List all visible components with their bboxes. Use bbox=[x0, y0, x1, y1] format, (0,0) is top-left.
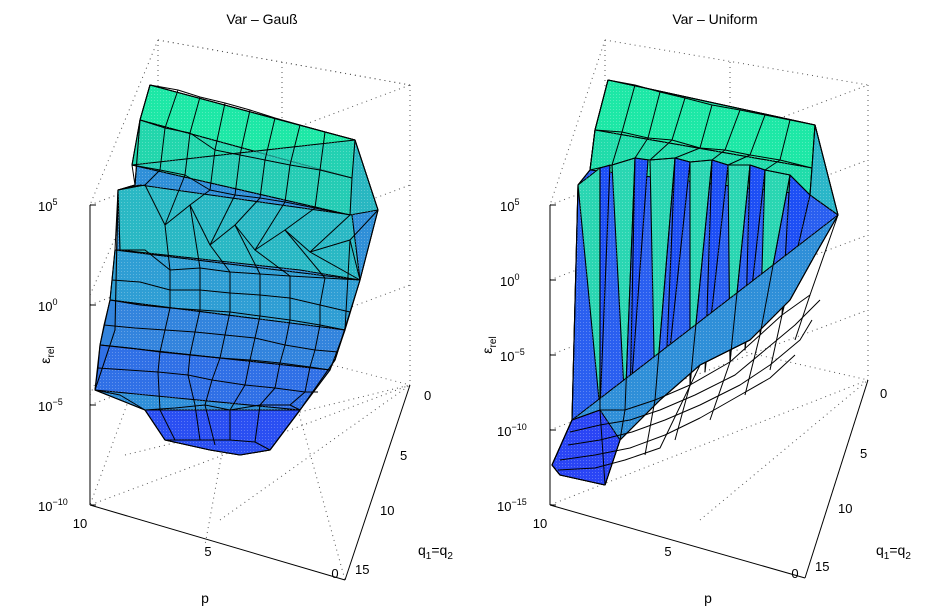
svg-text:10−10: 10−10 bbox=[38, 497, 68, 514]
svg-text:10−10: 10−10 bbox=[497, 422, 527, 439]
z-tick: 10−5 bbox=[500, 347, 556, 364]
z-tick: 100 bbox=[500, 272, 556, 289]
z-tick: 105 bbox=[38, 197, 96, 214]
p-axis-label: p bbox=[201, 590, 209, 606]
p-tick: 10 bbox=[73, 516, 87, 531]
q-tick: 15 bbox=[815, 559, 829, 574]
q-tick: 10 bbox=[380, 503, 394, 518]
q-axis-label: q1=q2 bbox=[876, 542, 911, 562]
q-tick: 0 bbox=[424, 388, 431, 403]
z-axis-ticks: 105 100 10−5 10−10 10−15 bbox=[497, 197, 556, 514]
q-tick: 10 bbox=[838, 501, 852, 516]
q-tick: 0 bbox=[880, 386, 887, 401]
q-axis-ticks: 0 5 10 15 bbox=[815, 386, 887, 574]
q-tick: 5 bbox=[400, 448, 407, 463]
p-axis-ticks: 10 5 0 bbox=[73, 516, 339, 581]
panel-var-gauss: Var – Gauß bbox=[37, 11, 453, 606]
p-tick: 10 bbox=[533, 516, 547, 531]
svg-text:100: 100 bbox=[38, 297, 57, 314]
z-tick: 10−10 bbox=[38, 497, 96, 514]
z-tick: 10−15 bbox=[497, 497, 556, 514]
p-axis-ticks: 10 5 0 bbox=[533, 516, 799, 581]
p-tick: 0 bbox=[331, 566, 338, 581]
z-axis-label: εrel bbox=[479, 336, 499, 353]
q-axis-ticks: 0 5 10 15 bbox=[355, 388, 431, 577]
p-tick: 5 bbox=[664, 544, 671, 559]
p-tick: 0 bbox=[791, 566, 798, 581]
chart-title: Var – Uniform bbox=[672, 11, 757, 27]
panel-var-uniform: Var – Uniform bbox=[479, 11, 911, 606]
p-axis-label: p bbox=[704, 590, 712, 606]
z-axis-label: εrel bbox=[37, 346, 57, 363]
svg-text:100: 100 bbox=[500, 272, 519, 289]
svg-text:105: 105 bbox=[500, 197, 519, 214]
z-tick: 105 bbox=[500, 197, 556, 214]
svg-text:10−5: 10−5 bbox=[500, 347, 525, 364]
q-tick: 5 bbox=[860, 446, 867, 461]
p-tick: 5 bbox=[204, 544, 211, 559]
q-axis-label: q1=q2 bbox=[418, 542, 453, 562]
z-tick: 10−5 bbox=[38, 397, 96, 414]
axes bbox=[89, 205, 411, 581]
z-tick: 10−10 bbox=[497, 422, 556, 439]
svg-text:105: 105 bbox=[38, 197, 57, 214]
chart-title: Var – Gauß bbox=[226, 11, 297, 27]
svg-text:10−5: 10−5 bbox=[38, 397, 63, 414]
svg-text:10−15: 10−15 bbox=[497, 497, 527, 514]
q-tick: 15 bbox=[355, 562, 369, 577]
surface bbox=[551, 79, 839, 486]
surface bbox=[94, 84, 379, 456]
z-axis-ticks: 105 100 10−5 10−10 bbox=[38, 197, 96, 514]
z-tick: 100 bbox=[38, 297, 96, 314]
